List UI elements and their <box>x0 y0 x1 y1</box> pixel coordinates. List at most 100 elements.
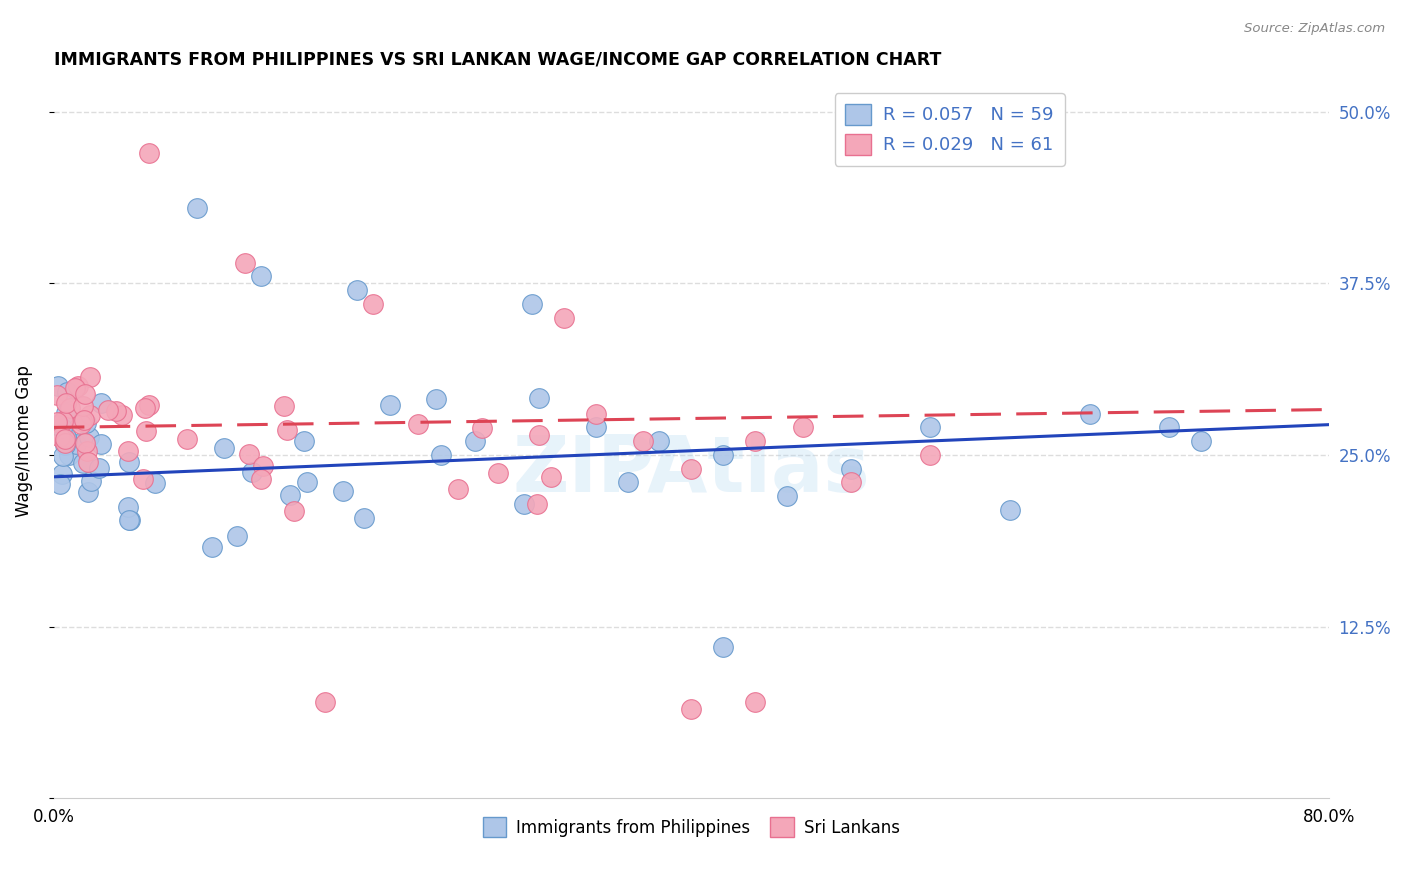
Point <box>406 417 429 431</box>
Point <box>56 385 79 400</box>
Point <box>1159 420 1181 434</box>
Point <box>105 403 128 417</box>
Point <box>486 466 509 480</box>
Point <box>59 401 82 415</box>
Point <box>553 310 575 325</box>
Point <box>233 255 256 269</box>
Point <box>79 408 101 422</box>
Point <box>73 412 96 426</box>
Point <box>72 456 94 470</box>
Point <box>273 399 295 413</box>
Point <box>118 513 141 527</box>
Point <box>75 435 97 450</box>
Point <box>250 472 273 486</box>
Point <box>120 513 142 527</box>
Point <box>46 418 69 433</box>
Point <box>49 430 72 444</box>
Point <box>131 472 153 486</box>
Point <box>77 430 100 444</box>
Point <box>276 423 298 437</box>
Point <box>51 467 73 481</box>
Point <box>792 420 814 434</box>
Point <box>633 434 655 449</box>
Point <box>430 448 453 462</box>
Point <box>529 427 551 442</box>
Text: Source: ZipAtlas.com: Source: ZipAtlas.com <box>1244 22 1385 36</box>
Point <box>87 461 110 475</box>
Point <box>297 475 319 489</box>
Point <box>77 484 100 499</box>
Point <box>585 420 607 434</box>
Point <box>998 503 1021 517</box>
Point <box>513 497 536 511</box>
Point <box>65 437 87 451</box>
Point <box>77 455 100 469</box>
Point <box>53 438 76 452</box>
Point <box>278 488 301 502</box>
Point <box>55 405 77 419</box>
Point <box>920 448 942 462</box>
Point <box>314 695 336 709</box>
Point <box>176 433 198 447</box>
Point <box>226 529 249 543</box>
Point <box>250 269 273 284</box>
Point <box>520 297 543 311</box>
Point <box>55 430 77 444</box>
Point <box>648 434 671 449</box>
Point <box>283 504 305 518</box>
Point <box>681 702 703 716</box>
Point <box>240 466 263 480</box>
Point <box>540 469 562 483</box>
Point <box>52 449 75 463</box>
Point <box>920 420 942 434</box>
Point <box>252 459 274 474</box>
Point <box>90 396 112 410</box>
Point <box>45 387 67 401</box>
Point <box>527 391 550 405</box>
Point <box>353 511 375 525</box>
Point <box>134 401 156 415</box>
Point <box>79 474 101 488</box>
Point <box>52 414 75 428</box>
Point <box>292 434 315 449</box>
Point <box>744 695 766 709</box>
Point <box>75 416 97 430</box>
Point <box>58 448 80 462</box>
Point <box>66 379 89 393</box>
Point <box>97 402 120 417</box>
Point <box>135 424 157 438</box>
Point <box>118 455 141 469</box>
Legend: Immigrants from Philippines, Sri Lankans: Immigrants from Philippines, Sri Lankans <box>477 811 907 843</box>
Point <box>186 201 208 215</box>
Y-axis label: Wage/Income Gap: Wage/Income Gap <box>15 365 32 517</box>
Point <box>744 434 766 449</box>
Point <box>76 444 98 458</box>
Point <box>46 379 69 393</box>
Point <box>526 497 548 511</box>
Text: IMMIGRANTS FROM PHILIPPINES VS SRI LANKAN WAGE/INCOME GAP CORRELATION CHART: IMMIGRANTS FROM PHILIPPINES VS SRI LANKA… <box>53 51 941 69</box>
Point <box>53 432 76 446</box>
Point <box>138 145 160 160</box>
Point <box>201 541 224 555</box>
Point <box>1078 407 1101 421</box>
Point <box>776 489 799 503</box>
Point <box>48 477 70 491</box>
Point <box>117 500 139 515</box>
Point <box>65 381 87 395</box>
Point <box>711 448 734 462</box>
Point <box>361 297 384 311</box>
Point <box>138 398 160 412</box>
Point <box>90 437 112 451</box>
Point <box>69 417 91 432</box>
Point <box>143 475 166 490</box>
Point <box>55 396 77 410</box>
Point <box>681 461 703 475</box>
Point <box>332 484 354 499</box>
Point <box>1189 434 1212 449</box>
Point <box>45 416 67 430</box>
Point <box>110 409 132 423</box>
Point <box>585 407 607 421</box>
Point <box>56 433 79 447</box>
Point <box>70 414 93 428</box>
Point <box>53 436 76 450</box>
